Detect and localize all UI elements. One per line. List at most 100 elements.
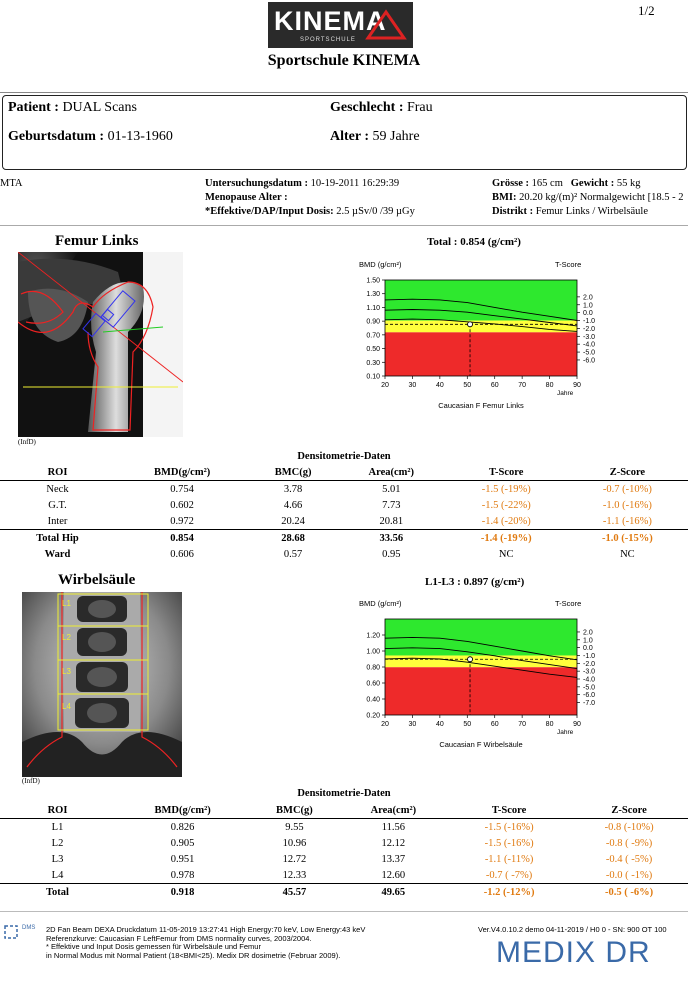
x-tick-label: 50 bbox=[463, 382, 471, 389]
cell-area: 12.12 bbox=[381, 837, 406, 849]
bmi: BMI: 20.20 kg/(m)² Normalgewicht [18.5 -… bbox=[492, 192, 684, 203]
reference-curve-upper bbox=[384, 298, 578, 321]
cell-bmd: 0.854 bbox=[115, 529, 250, 546]
y-tick-label: 0.40 bbox=[366, 697, 380, 704]
patient-sex-value: Frau bbox=[406, 100, 433, 115]
cell-area: 12.60 bbox=[381, 869, 406, 881]
y-tick-label: 1.00 bbox=[366, 649, 380, 656]
femur-image-label: (InfD) bbox=[18, 438, 36, 446]
logo-subtext: SPORTSCHULE bbox=[300, 37, 356, 43]
col-zscore: Z-Score bbox=[570, 803, 688, 819]
menopause-label: Menopause Alter : bbox=[205, 192, 288, 203]
cell-tscore: -1.5 (-22%) bbox=[481, 499, 531, 511]
cell-area: 7.73 bbox=[382, 499, 401, 511]
femur-total: Total : 0.854 (g/cm²) bbox=[427, 236, 521, 248]
col-tscore: T-Score bbox=[445, 465, 567, 481]
col-bmd: BMD(g/cm²) bbox=[115, 465, 250, 481]
cell-bmc: 20.24 bbox=[281, 515, 305, 527]
cell-zscore: -0.4 ( -5%) bbox=[605, 853, 653, 865]
t-tick-label: -7.0 bbox=[583, 700, 595, 707]
cell-zscore: NC bbox=[620, 548, 635, 560]
x-tick-label: 20 bbox=[381, 382, 389, 389]
t-tick-label: 2.0 bbox=[583, 629, 593, 636]
cell-bmd: 0.972 bbox=[170, 515, 194, 527]
district-label: Distrikt : bbox=[492, 206, 534, 217]
patient-box bbox=[2, 95, 687, 170]
footer-line: * Effektive und Input Dosis gemessen für… bbox=[46, 942, 261, 951]
cell-area: 20.81 bbox=[379, 515, 404, 527]
t-axis-label: T-Score bbox=[555, 599, 581, 608]
vertebra-label: L3 bbox=[62, 667, 71, 676]
x-tick-label: 70 bbox=[518, 382, 526, 389]
cell-zscore: -0.8 (-10%) bbox=[604, 821, 654, 833]
patient-dob: Geburtsdatum : 01-13-1960 bbox=[8, 129, 173, 145]
table-row: L2 0.905 10.96 12.12 -1.5 (-16%) -0.8 ( … bbox=[0, 835, 688, 851]
divider bbox=[0, 911, 688, 912]
weight-value: 55 kg bbox=[616, 178, 641, 189]
t-tick-label: 1.0 bbox=[583, 637, 593, 644]
footer-line: Referenzkurve: Caucasian F LeftFemur fro… bbox=[46, 933, 312, 943]
x-tick-label: 40 bbox=[436, 382, 444, 389]
cell-zscore: -0.5 ( -6%) bbox=[570, 883, 688, 900]
cell-tscore: NC bbox=[498, 548, 514, 560]
cell-bmc: 28.68 bbox=[249, 529, 337, 546]
table-row: L1 0.826 9.55 11.56 -1.5 (-16%) -0.8 (-1… bbox=[0, 819, 688, 836]
height-value: 165 cm bbox=[531, 178, 563, 189]
col-zscore: Z-Score bbox=[566, 465, 688, 481]
cell-tscore: -1.4 (-19%) bbox=[445, 529, 567, 546]
zone-osteoporosis bbox=[385, 332, 577, 376]
cell-zscore: -1.0 (-15%) bbox=[566, 529, 688, 546]
patient-sex-label: Geschlecht : bbox=[330, 100, 404, 115]
cell-tscore: -1.4 (-20%) bbox=[481, 515, 531, 527]
dose: *Effektive/DAP/Input Dosis: 2.5 µSv/0 /3… bbox=[205, 206, 415, 217]
cell-roi: L4 bbox=[51, 869, 64, 881]
table-row: Neck 0.754 3.78 5.01 -1.5 (-19%) -0.7 (-… bbox=[0, 481, 688, 498]
cell-tscore: -1.2 (-12%) bbox=[448, 883, 571, 900]
cell-bmc: 9.55 bbox=[285, 821, 304, 833]
reference-curve-lower bbox=[384, 657, 578, 678]
t-tick-label: -3.0 bbox=[583, 334, 595, 341]
page-title: Sportschule KINEMA bbox=[267, 52, 421, 69]
operator: MTA bbox=[0, 178, 23, 189]
vertebra-label: L2 bbox=[62, 633, 71, 642]
t-tick-label: 1.0 bbox=[583, 302, 593, 309]
x-tick-label: 30 bbox=[409, 721, 417, 728]
t-tick-label: 0.0 bbox=[583, 645, 593, 652]
t-tick-label: -5.0 bbox=[583, 350, 595, 357]
t-tick-label: -2.0 bbox=[583, 326, 595, 333]
patient-name-label: Patient : bbox=[8, 100, 59, 115]
patient-age-label: Alter : bbox=[330, 129, 369, 144]
cell-bmd: 0.905 bbox=[170, 837, 195, 849]
x-tick-label: 90 bbox=[573, 721, 581, 728]
cell-bmd: 0.606 bbox=[170, 548, 194, 560]
menopause: Menopause Alter : bbox=[205, 192, 288, 203]
cell-bmc: 3.78 bbox=[283, 483, 303, 495]
cell-bmc: 4.66 bbox=[283, 499, 303, 511]
col-area: Area(cm²) bbox=[338, 803, 449, 819]
kinema-logo: KINEMA SPORTSCHULE bbox=[268, 2, 413, 48]
patient-point bbox=[467, 321, 473, 328]
col-area: Area(cm²) bbox=[336, 465, 446, 481]
t-tick-label: 0.0 bbox=[583, 310, 593, 317]
x-axis-label: Jahre bbox=[557, 390, 574, 397]
cell-bmd: 0.754 bbox=[170, 483, 194, 495]
cell-zscore: -0.7 (-10%) bbox=[602, 483, 652, 495]
y-tick-label: 1.20 bbox=[366, 633, 380, 640]
femur-total-value: 0.854 (g/cm²) bbox=[460, 236, 521, 248]
cell-area: 11.56 bbox=[381, 821, 405, 833]
femur-table-title: Densitometrie-Daten bbox=[297, 451, 391, 462]
exam-date-value: 10-19-2011 16:29:39 bbox=[310, 178, 400, 189]
femur-scan-image bbox=[18, 252, 183, 437]
vertebra-label: L1 bbox=[62, 599, 71, 608]
reference-curve-lower bbox=[384, 318, 578, 332]
y-tick-label: 0.10 bbox=[366, 374, 380, 381]
col-bmd: BMD(g/cm²) bbox=[115, 803, 251, 819]
patient-age: Alter : 59 Jahre bbox=[330, 129, 420, 145]
y-axis-label: BMD (g/cm²) bbox=[359, 260, 402, 269]
y-tick-label: 1.50 bbox=[366, 278, 380, 285]
t-tick-label: -6.0 bbox=[583, 357, 595, 364]
y-tick-label: 0.80 bbox=[366, 665, 380, 672]
spine-scan-image: L1 L2 L3 L4 bbox=[22, 592, 182, 777]
y-tick-label: 0.70 bbox=[366, 332, 380, 339]
